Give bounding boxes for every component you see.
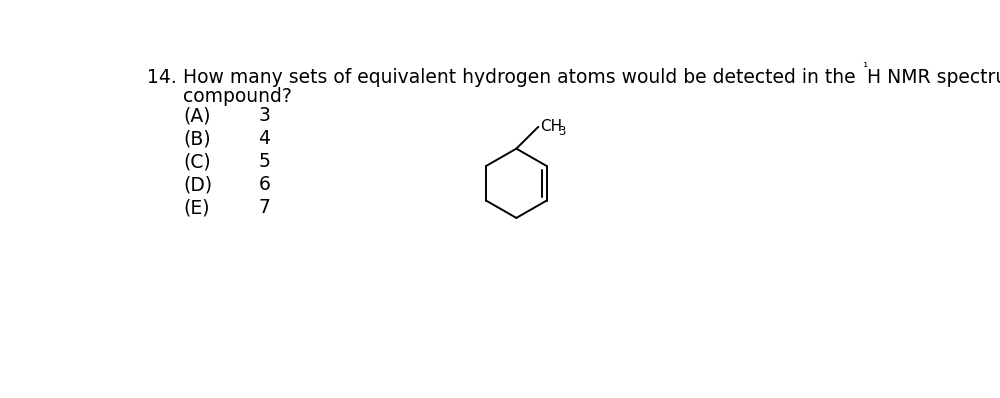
Text: CH: CH bbox=[540, 119, 562, 135]
Text: ¹: ¹ bbox=[862, 61, 867, 74]
Text: 5: 5 bbox=[258, 152, 270, 171]
Text: 7: 7 bbox=[258, 199, 270, 217]
Text: 3: 3 bbox=[258, 106, 270, 125]
Text: 6: 6 bbox=[258, 176, 270, 194]
Text: H NMR spectrum for the following: H NMR spectrum for the following bbox=[867, 68, 1000, 87]
Text: compound?: compound? bbox=[183, 87, 292, 106]
Text: (D): (D) bbox=[183, 176, 212, 194]
Text: (C): (C) bbox=[183, 152, 211, 171]
Text: (B): (B) bbox=[183, 129, 211, 148]
Text: (E): (E) bbox=[183, 199, 210, 217]
Text: 14.: 14. bbox=[147, 68, 176, 87]
Text: 4: 4 bbox=[258, 129, 270, 148]
Text: 3: 3 bbox=[558, 125, 565, 139]
Text: (A): (A) bbox=[183, 106, 211, 125]
Text: How many sets of equivalent hydrogen atoms would be detected in the: How many sets of equivalent hydrogen ato… bbox=[183, 68, 862, 87]
